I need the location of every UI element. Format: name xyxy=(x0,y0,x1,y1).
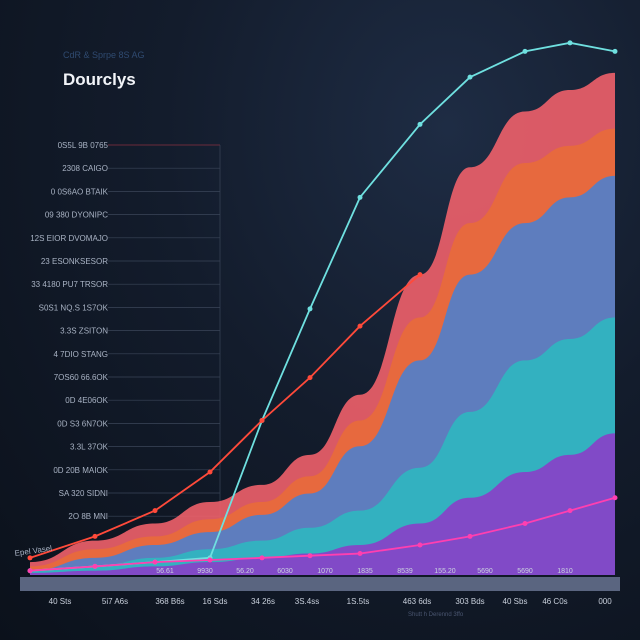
area-series-5 xyxy=(30,433,615,575)
line-point xyxy=(357,551,363,557)
line-point xyxy=(307,553,313,559)
line-point xyxy=(467,74,473,80)
y-tick-label: 33 4180 PU7 TRSOR xyxy=(31,280,108,289)
x-tick-label: 368 B6s xyxy=(155,597,184,606)
line-point xyxy=(612,48,618,54)
line-point xyxy=(92,533,98,539)
y-tick-label: 0D S3 6N7OK xyxy=(57,419,108,428)
line-point xyxy=(307,375,313,381)
line-point xyxy=(522,521,528,526)
x-tick-label: 16 Sds xyxy=(203,597,228,606)
line-point xyxy=(27,555,33,561)
y-tick-label: 2O 8B MNI xyxy=(68,512,108,521)
x-tick-label: 34 26s xyxy=(251,597,275,606)
line-point xyxy=(207,557,213,563)
chart-subtitle: CdR & Sprpe 8S AG xyxy=(63,50,145,60)
x-axis-bar xyxy=(20,577,620,591)
line-point xyxy=(152,559,158,565)
y-tick-label: SA 320 SIDNI xyxy=(59,489,108,498)
line-point xyxy=(417,272,423,278)
line-point xyxy=(259,418,265,423)
line-point xyxy=(417,542,423,548)
x-tick-label: 3S.4ss xyxy=(295,597,319,606)
y-tick-label: 12S EIOR DVOMAJO xyxy=(30,234,108,243)
y-tick-label: 0S5L 9B 0765 xyxy=(58,141,109,150)
line-point xyxy=(467,533,473,539)
y-tick-label: 09 380 DYONIPC xyxy=(45,211,108,220)
x-tick-label: 40 Sts xyxy=(49,597,72,606)
band-label: 8539 xyxy=(397,568,413,575)
chart-title: Dourclys xyxy=(63,70,136,89)
y-tick-label: 2308 CAIGO xyxy=(62,164,108,173)
x-tick-label: 1S.5ts xyxy=(347,597,370,606)
line-point xyxy=(567,508,573,514)
line-point xyxy=(307,306,313,312)
band-label: 1835 xyxy=(357,568,373,575)
band-label: 9930 xyxy=(197,568,213,575)
band-label: 5690 xyxy=(477,568,493,575)
x-tick-label: 40 Sbs xyxy=(503,597,528,606)
line-point xyxy=(567,40,573,46)
line-point xyxy=(207,469,213,475)
y-tick-label: 0D 4E06OK xyxy=(65,396,108,405)
band-label: 1070 xyxy=(317,568,333,575)
band-label: 1810 xyxy=(557,568,573,575)
y-tick-label: 4 7DIO STANG xyxy=(53,350,108,359)
line-series-2 xyxy=(29,273,421,559)
y-tick-label: S0S1 NQ.S 1S7OK xyxy=(39,303,109,312)
x-tick-label: 000 xyxy=(598,597,612,606)
x-tick-label: 463 6ds xyxy=(403,597,431,606)
y-tick-label: 0 0S6AO BTAIK xyxy=(51,187,109,196)
line-point xyxy=(522,48,528,54)
line-point xyxy=(259,555,265,561)
y-tick-label: 3.3L 37OK xyxy=(70,443,109,452)
line-point xyxy=(92,563,98,569)
band-label: 56.20 xyxy=(236,568,254,575)
band-label: 6030 xyxy=(277,568,293,575)
y-tick-label: 7OS60 66.6OK xyxy=(54,373,109,382)
x-tick-label: 46 C0s xyxy=(542,597,567,606)
line-point xyxy=(27,568,33,574)
y-tick-label: 3.3S ZSITON xyxy=(60,327,108,336)
band-label: 5690 xyxy=(517,568,533,575)
line-point xyxy=(357,323,363,329)
x-tick-label: 303 Bds xyxy=(455,597,484,606)
line-point xyxy=(612,495,618,501)
line-point xyxy=(417,121,423,127)
band-label: 56.61 xyxy=(156,568,174,575)
band-label: 155.20 xyxy=(434,568,456,575)
x-tick-label: 5i7 A6s xyxy=(102,597,128,606)
y-tick-label: 23 ESONKSESOR xyxy=(41,257,108,266)
line-point xyxy=(357,194,363,200)
watermark: Shutt h Derennd 3ffo xyxy=(408,612,464,618)
line-point xyxy=(152,508,158,514)
y-tick-label: 0D 20B MAIOK xyxy=(53,466,108,475)
line-series-3 xyxy=(29,496,616,572)
